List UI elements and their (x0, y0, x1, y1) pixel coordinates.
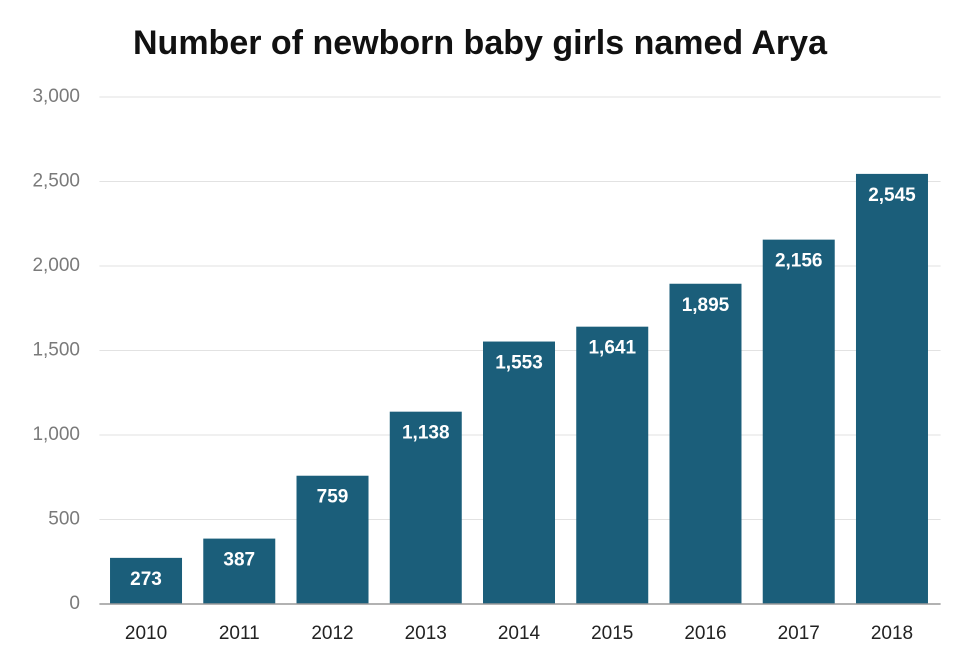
x-tick-label: 2014 (498, 623, 541, 644)
bar (296, 475, 369, 604)
value-label: 2,545 (868, 185, 916, 206)
y-tick-label: 1,000 (32, 424, 80, 445)
value-label: 273 (130, 569, 162, 590)
x-tick-label: 2015 (591, 623, 633, 644)
x-tick-label: 2017 (778, 623, 820, 644)
chart-title: Number of newborn baby girls named Arya (133, 24, 828, 62)
value-label: 2,156 (775, 251, 823, 272)
bar (576, 326, 649, 604)
bar (483, 341, 555, 604)
x-tick-label: 2018 (871, 623, 913, 644)
x-tick-label: 2016 (684, 623, 726, 644)
y-tick-label: 2,000 (32, 255, 80, 276)
value-label: 1,895 (682, 295, 730, 316)
value-label: 1,641 (588, 338, 636, 359)
x-tick-label: 2010 (125, 623, 167, 644)
x-tick-label: 2011 (219, 623, 260, 644)
bar (762, 239, 835, 605)
value-label: 759 (317, 487, 349, 508)
bar (669, 283, 742, 604)
value-label: 1,553 (495, 353, 543, 374)
bar (389, 411, 462, 604)
y-tick-label: 2,500 (32, 171, 80, 192)
y-tick-label: 0 (69, 593, 80, 614)
x-tick-label: 2012 (311, 623, 353, 644)
y-tick-label: 500 (48, 509, 80, 530)
y-tick-label: 1,500 (32, 340, 80, 361)
y-tick-label: 3,000 (32, 86, 80, 107)
bar (110, 557, 183, 604)
bar (855, 173, 928, 604)
x-tick-label: 2013 (405, 623, 447, 644)
bar (203, 538, 276, 604)
value-label: 1,138 (402, 423, 450, 444)
value-label: 387 (223, 550, 255, 571)
